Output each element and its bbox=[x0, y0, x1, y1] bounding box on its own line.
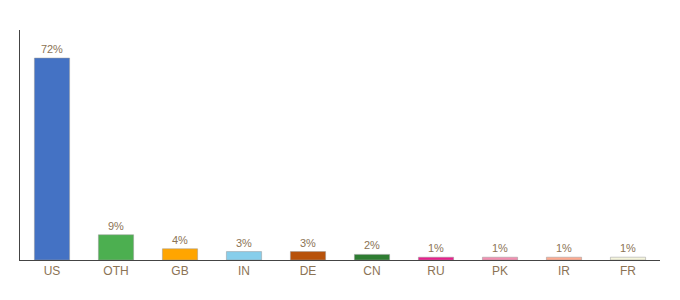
svg-text:1%: 1% bbox=[428, 242, 444, 254]
svg-text:3%: 3% bbox=[300, 237, 316, 249]
svg-text:FR: FR bbox=[620, 264, 636, 278]
svg-text:9%: 9% bbox=[108, 220, 124, 232]
svg-text:1%: 1% bbox=[620, 242, 636, 254]
svg-text:RU: RU bbox=[427, 264, 444, 278]
svg-text:4%: 4% bbox=[172, 234, 188, 246]
svg-text:2%: 2% bbox=[364, 239, 380, 251]
svg-text:IR: IR bbox=[558, 264, 570, 278]
svg-text:1%: 1% bbox=[556, 242, 572, 254]
svg-text:CN: CN bbox=[363, 264, 380, 278]
svg-text:72%: 72% bbox=[41, 43, 63, 55]
svg-text:OTH: OTH bbox=[103, 264, 128, 278]
svg-text:PK: PK bbox=[492, 264, 508, 278]
svg-text:DE: DE bbox=[300, 264, 317, 278]
svg-text:GB: GB bbox=[171, 264, 188, 278]
svg-text:US: US bbox=[44, 264, 61, 278]
svg-text:3%: 3% bbox=[236, 237, 252, 249]
svg-text:IN: IN bbox=[238, 264, 250, 278]
svg-text:1%: 1% bbox=[492, 242, 508, 254]
